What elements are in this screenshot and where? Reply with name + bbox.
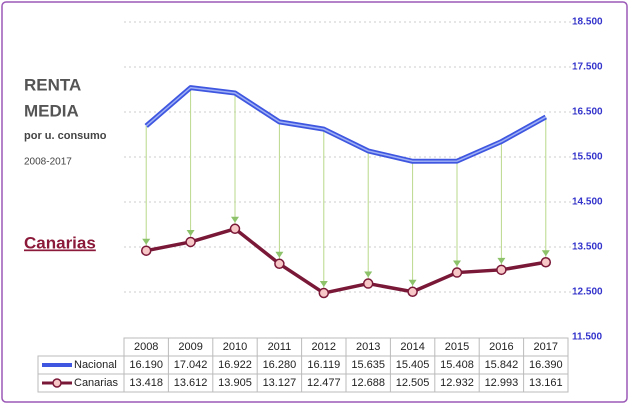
point xyxy=(229,223,241,235)
point xyxy=(185,236,196,248)
region-label: Canarias xyxy=(24,233,96,252)
table-value: 13.418 xyxy=(129,377,163,389)
table-value: 15.842 xyxy=(485,359,519,371)
table-value: 13.161 xyxy=(529,377,563,389)
table-value: 13.127 xyxy=(263,377,297,389)
subtitle: por u. consumo xyxy=(24,130,107,142)
table-value: 16.119 xyxy=(307,359,340,371)
point xyxy=(451,267,463,278)
x-tick-label: 2017 xyxy=(534,341,558,353)
x-tick-label: 2008 xyxy=(134,341,158,353)
table-value: 16.390 xyxy=(529,359,563,371)
x-tick-label: 2014 xyxy=(400,341,424,353)
x-tick-label: 2009 xyxy=(178,341,202,353)
table-value: 12.477 xyxy=(307,377,341,389)
table-value: 12.505 xyxy=(396,377,430,389)
legend-label: Nacional xyxy=(74,359,117,371)
line-highlight xyxy=(145,86,547,163)
legend-marker xyxy=(52,378,62,388)
x-tick-label: 2013 xyxy=(356,341,380,353)
legend-label: Canarias xyxy=(74,377,119,389)
x-tick-label: 2012 xyxy=(312,341,336,353)
x-tick-label: 2011 xyxy=(268,341,292,353)
table-value: 13.612 xyxy=(174,377,208,389)
table-value: 15.405 xyxy=(396,359,430,371)
point xyxy=(274,258,285,270)
line-series xyxy=(145,227,547,295)
table-value: 16.280 xyxy=(263,359,297,371)
y-tick-label: 15.500 xyxy=(572,152,603,163)
y-tick-label: 11.500 xyxy=(572,332,602,343)
table-value: 13.905 xyxy=(218,377,252,389)
y-tick-label: 18.500 xyxy=(572,17,603,28)
table-value: 15.635 xyxy=(351,359,385,371)
x-tick-label: 2010 xyxy=(223,341,247,353)
point xyxy=(540,257,552,268)
connector-arrow xyxy=(275,251,284,258)
x-tick-label: 2016 xyxy=(489,341,513,353)
connector-arrow xyxy=(364,271,373,278)
period: 2008-2017 xyxy=(24,157,72,168)
y-tick-label: 16.500 xyxy=(572,107,603,118)
y-tick-label: 12.500 xyxy=(572,287,603,298)
point xyxy=(407,286,418,298)
table-value: 17.042 xyxy=(174,359,208,371)
connector-arrow xyxy=(453,260,461,267)
title-line: MEDIA xyxy=(24,101,79,120)
point xyxy=(318,287,330,299)
table-value: 12.688 xyxy=(351,377,385,389)
table-value: 12.993 xyxy=(485,377,519,389)
y-tick-label: 17.500 xyxy=(572,62,603,73)
point xyxy=(496,264,507,276)
connector-arrow xyxy=(319,281,328,288)
connector-arrow xyxy=(497,257,506,264)
y-tick-label: 13.500 xyxy=(572,242,603,253)
point xyxy=(140,245,152,256)
connector-arrow xyxy=(541,250,550,257)
title-line: RENTA xyxy=(24,75,81,94)
point xyxy=(362,278,374,289)
connector-arrow xyxy=(142,238,151,245)
table-value: 12.932 xyxy=(440,377,474,389)
connector-arrow xyxy=(231,216,239,223)
x-tick-label: 2015 xyxy=(445,341,469,353)
table-value: 16.922 xyxy=(218,359,252,371)
table-value: 16.190 xyxy=(129,359,163,371)
connector-arrow xyxy=(408,279,417,286)
table-value: 15.408 xyxy=(440,359,474,371)
y-tick-label: 14.500 xyxy=(572,197,603,208)
connector-arrow xyxy=(186,229,195,236)
